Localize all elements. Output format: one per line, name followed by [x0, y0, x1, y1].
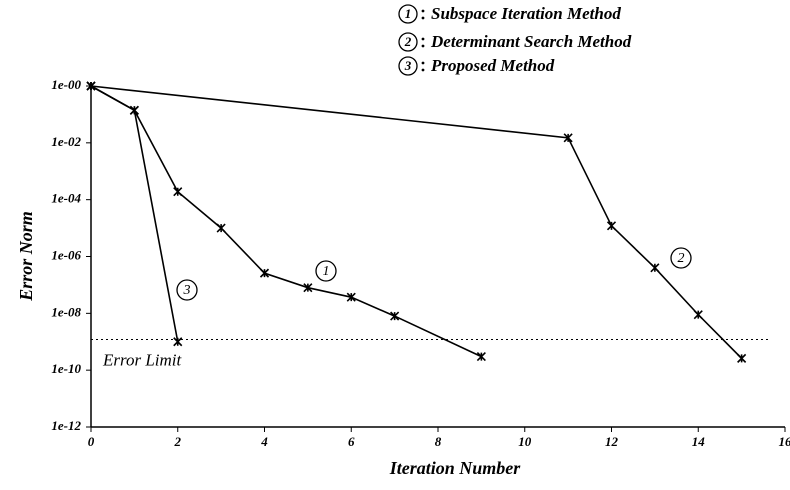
series-tag-circle [176, 279, 198, 301]
y-tick-label: 1e-10 [51, 361, 81, 376]
x-tick-label: 2 [174, 434, 182, 449]
legend-circle [398, 32, 418, 52]
legend-number: 1 [405, 6, 412, 21]
legend-colon [421, 68, 425, 72]
legend-colon [421, 9, 425, 13]
legend-label: Proposed Method [430, 56, 555, 75]
x-tick-label: 10 [518, 434, 532, 449]
x-tick-label: 4 [260, 434, 268, 449]
point-marker [737, 353, 747, 363]
x-tick-label: 12 [605, 434, 619, 449]
y-axis-label: Error Norm [16, 211, 36, 302]
y-tick-label: 1e-12 [51, 418, 81, 433]
legend-number: 3 [404, 58, 412, 73]
point-marker [303, 283, 313, 293]
point-marker [216, 223, 226, 233]
x-tick-label: 6 [348, 434, 355, 449]
point-marker [173, 187, 183, 197]
x-axis-label: Iteration Number [389, 458, 522, 478]
y-tick-label: 1e-02 [51, 134, 81, 149]
legend-colon [421, 44, 425, 48]
y-tick-label: 1e-06 [51, 247, 81, 262]
x-tick-label: 14 [692, 434, 706, 449]
series-tag-circle [670, 247, 692, 269]
series-line [90, 85, 743, 359]
point-marker [129, 105, 139, 115]
point-marker [563, 133, 573, 143]
series-tag: 2 [678, 251, 685, 266]
series-line [90, 85, 179, 342]
point-marker [86, 81, 96, 91]
legend-circle [398, 4, 418, 24]
series-line [90, 85, 482, 358]
point-marker [476, 352, 486, 362]
error-limit-label: Error Limit [102, 350, 183, 369]
point-marker [650, 263, 660, 273]
series-tag-circle [315, 260, 337, 282]
point-marker [606, 221, 617, 231]
legend-colon [421, 37, 425, 41]
point-marker [693, 310, 703, 320]
legend-colon [421, 61, 425, 65]
point-marker [390, 311, 400, 321]
y-tick-label: 1e-08 [51, 304, 81, 319]
legend-circle [398, 56, 418, 76]
point-marker [173, 337, 183, 347]
legend-label: Determinant Search Method [430, 32, 632, 51]
legend-label: Subspace Iteration Method [431, 4, 621, 23]
legend-number: 2 [404, 34, 412, 49]
point-marker [259, 268, 270, 278]
y-tick-label: 1e-00 [51, 77, 81, 92]
y-tick-label: 1e-04 [51, 191, 81, 206]
x-tick-label: 8 [435, 434, 442, 449]
point-marker [346, 292, 356, 302]
series-tag: 3 [183, 283, 191, 298]
series-tag: 1 [323, 264, 330, 279]
x-tick-label: 0 [88, 434, 95, 449]
x-tick-label: 16 [779, 434, 790, 449]
legend-colon [421, 16, 425, 20]
